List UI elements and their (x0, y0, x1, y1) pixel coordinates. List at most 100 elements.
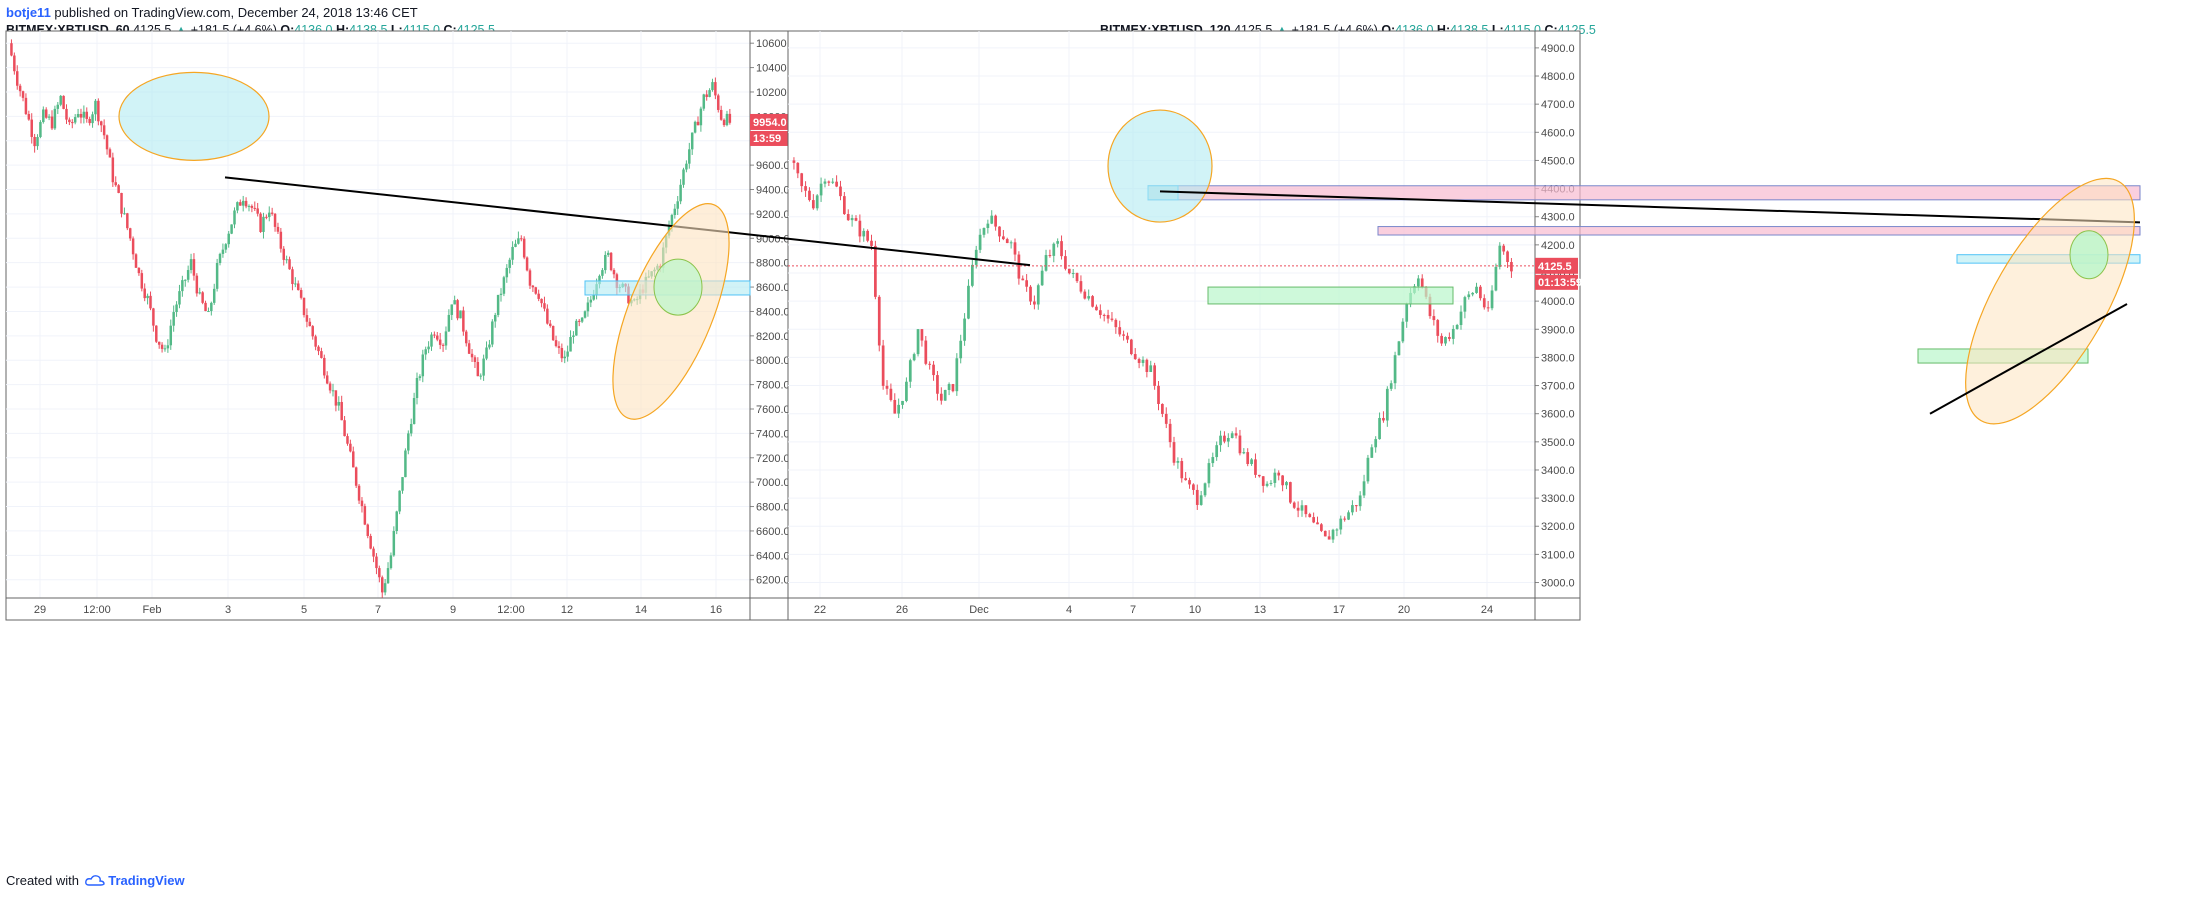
red-zone-drawing (1377, 226, 2141, 236)
candle-body (1490, 290, 1494, 309)
candle-body (1506, 251, 1509, 263)
candle-body (1168, 423, 1172, 443)
candle-body (88, 118, 91, 124)
candle-body (1052, 243, 1056, 256)
candle-body (901, 400, 904, 405)
candle-body (850, 218, 854, 221)
candle-body (128, 228, 132, 239)
candle-body (792, 160, 796, 163)
candle-body (800, 173, 804, 187)
candle-body (346, 436, 349, 444)
candle-body (531, 285, 535, 288)
candle-body (1250, 459, 1253, 464)
candle-body (1098, 310, 1102, 315)
candle-body (412, 398, 416, 424)
candle-body (819, 183, 823, 196)
candle-body (1195, 489, 1199, 505)
candle-body (609, 252, 613, 271)
candle-body (1246, 452, 1250, 464)
trendline-drawing (1159, 190, 2141, 224)
candle-body (343, 420, 346, 437)
candle-body (218, 253, 222, 263)
candle-body (920, 329, 924, 341)
candle-body (273, 213, 277, 227)
candle-body (717, 95, 720, 110)
candle-body (15, 71, 19, 86)
candle-body (1432, 316, 1436, 321)
candle-body (311, 326, 314, 337)
candle-body (415, 378, 419, 399)
candle-body (143, 288, 146, 299)
tradingview-brand[interactable]: TradingView (108, 873, 185, 888)
candle-body (1203, 483, 1207, 496)
candle-body (866, 230, 869, 241)
x-tick-label: 26 (896, 604, 908, 616)
candle-body (1036, 285, 1040, 305)
candle-body (520, 238, 523, 240)
candle-body (1289, 482, 1292, 503)
candle-body (105, 135, 109, 150)
candle-body (554, 340, 558, 347)
candle-body (1009, 242, 1013, 244)
x-tick-label: 12 (561, 604, 573, 616)
candle-body (1436, 320, 1440, 336)
price-tag (750, 113, 793, 130)
candle-body (372, 548, 375, 557)
candle-body (224, 244, 228, 250)
candle-body (82, 111, 86, 118)
candle-body (589, 299, 593, 303)
candle-body (1021, 278, 1025, 281)
candle-body (551, 325, 555, 341)
candle-body (50, 116, 54, 129)
candle-body (1137, 359, 1141, 363)
candle-body (215, 262, 219, 289)
y-tick-label: 3500.0 (1541, 437, 1575, 449)
candle-body (175, 304, 178, 313)
candle-body (1261, 476, 1265, 486)
candle-body (97, 100, 100, 122)
candle-body (1002, 236, 1005, 240)
candle-body (897, 404, 901, 414)
candle-body (401, 477, 404, 491)
x-tick-label: 9 (450, 604, 456, 616)
candle-body (44, 109, 48, 118)
candle-body (537, 293, 540, 299)
candle-body (409, 423, 413, 434)
candle-body (1459, 311, 1463, 326)
candle-body (33, 136, 36, 147)
candle-body (256, 208, 259, 214)
y-tick-label: 6400.0 (756, 550, 790, 562)
candle-body (682, 169, 685, 185)
y-tick-label: 7000.0 (756, 477, 790, 489)
candle-body (705, 94, 708, 97)
candle-body (383, 583, 387, 593)
candle-body (673, 208, 677, 215)
candle-body (569, 336, 572, 352)
candle-body (1374, 439, 1378, 448)
candle-body (928, 363, 932, 365)
candle-body (601, 270, 604, 276)
author-link[interactable]: botje11 (6, 5, 51, 20)
candle-body (1285, 482, 1288, 486)
candle-body (398, 490, 401, 512)
candle-body (1354, 505, 1358, 507)
candle-body (1164, 413, 1168, 424)
y-tick-label: 3100.0 (1541, 549, 1575, 561)
candle-body (1207, 463, 1211, 484)
candle-body (586, 302, 590, 312)
candle-body (1215, 445, 1219, 458)
candle-body (360, 500, 364, 507)
candle-body (444, 331, 448, 346)
candle-body (831, 181, 835, 183)
candle-body (178, 291, 181, 305)
candle-body (1230, 433, 1234, 438)
candle-body (285, 259, 288, 261)
candle-body (114, 182, 117, 186)
candle-body (808, 190, 811, 201)
candle-body (227, 233, 230, 245)
y-tick-label: 7200.0 (756, 453, 790, 465)
candle-body (123, 213, 126, 215)
candle-body (1343, 518, 1347, 520)
candle-body (47, 116, 51, 118)
